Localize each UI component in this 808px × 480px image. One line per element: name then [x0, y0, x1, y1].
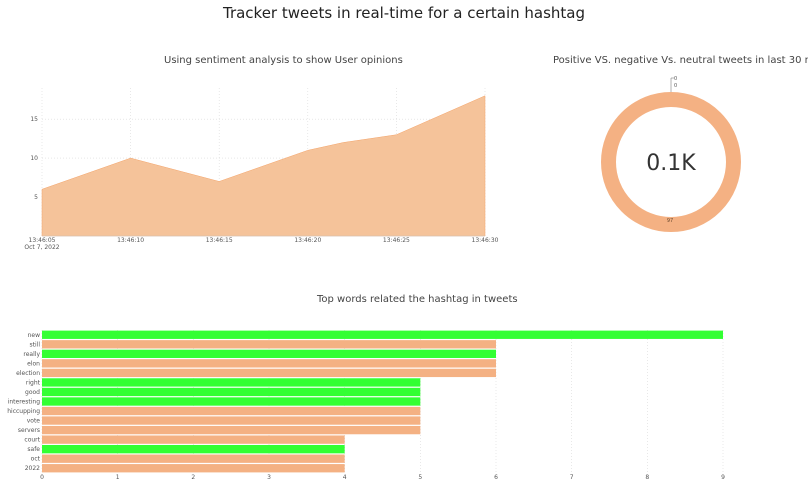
- bar-xtick-label: 9: [721, 474, 725, 480]
- bar-election[interactable]: [42, 368, 496, 378]
- bar-category-label: new: [28, 332, 40, 339]
- donut-slice-main[interactable]: [601, 92, 741, 232]
- area-ytick-label: 15: [30, 116, 38, 123]
- bar-category-label: interesting: [8, 399, 40, 406]
- bar-category-label: court: [24, 437, 40, 444]
- donut-slice-value-label: 97: [667, 218, 673, 224]
- bar-category-label: servers: [18, 427, 40, 434]
- bar-vote[interactable]: [42, 416, 421, 425]
- donut-zero-label: 0: [674, 83, 677, 89]
- area-ytick-label: 5: [34, 194, 38, 201]
- bar-xtick-label: 3: [267, 474, 271, 480]
- bar-new[interactable]: [42, 330, 723, 339]
- area-xtick-label: 13:46:05: [29, 237, 56, 244]
- bar-category-label: 2022: [25, 465, 40, 472]
- area-xtick-label: 13:46:20: [294, 237, 321, 244]
- bar-interesting[interactable]: [42, 397, 421, 406]
- bar-still[interactable]: [42, 340, 496, 349]
- bar-category-label: elon: [27, 360, 40, 367]
- donut-chart-title: Positive VS. negative Vs. neutral tweets…: [553, 55, 808, 66]
- page-title: Tracker tweets in real-time for a certai…: [222, 4, 585, 22]
- bar-elon[interactable]: [42, 359, 496, 368]
- bar-xtick-label: 0: [40, 474, 44, 480]
- bar-category-label: vote: [27, 418, 41, 425]
- bar-category-label: still: [30, 341, 41, 348]
- bar-chart-title: Top words related the hashtag in tweets: [317, 294, 518, 305]
- area-xtick-label: 13:46:10: [117, 237, 144, 244]
- bar-category-label: safe: [27, 446, 40, 453]
- bar-category-label: hiccupping: [7, 408, 40, 415]
- bar-2022[interactable]: [42, 464, 345, 473]
- bar-hiccupping[interactable]: [42, 406, 421, 416]
- bar-servers[interactable]: [42, 425, 421, 435]
- bar-good[interactable]: [42, 387, 421, 397]
- bar-xtick-label: 6: [494, 474, 498, 480]
- bar-court[interactable]: [42, 435, 345, 444]
- bar-xtick-label: 4: [343, 474, 347, 480]
- bar-xtick-label: 5: [418, 474, 422, 480]
- donut-center-label: 0.1K: [646, 151, 696, 176]
- bar-xtick-label: 8: [645, 474, 649, 480]
- area-chart-title: Using sentiment analysis to show User op…: [164, 55, 403, 66]
- bar-category-label: really: [23, 351, 40, 358]
- donut-zero-label: 0: [674, 76, 677, 82]
- area-xtick-label: 13:46:30: [472, 237, 499, 244]
- area-series-fill[interactable]: [41, 95, 486, 237]
- bar-xtick-label: 1: [116, 474, 120, 480]
- bar-category-label: good: [25, 389, 40, 396]
- area-xtick-label: 13:46:15: [206, 237, 233, 244]
- bar-safe[interactable]: [42, 445, 345, 454]
- area-xtick-label: 13:46:25: [383, 237, 410, 244]
- bar-category-label: right: [26, 379, 41, 386]
- bar-xtick-label: 7: [570, 474, 574, 480]
- bar-oct[interactable]: [42, 454, 345, 463]
- area-date-label: Oct 7, 2022: [24, 244, 59, 251]
- bar-category-label: oct: [31, 456, 41, 463]
- bar-category-label: election: [16, 370, 40, 377]
- bar-xtick-label: 2: [191, 474, 195, 480]
- area-ytick-label: 10: [30, 155, 38, 162]
- bar-right[interactable]: [42, 378, 421, 387]
- bar-really[interactable]: [42, 349, 496, 358]
